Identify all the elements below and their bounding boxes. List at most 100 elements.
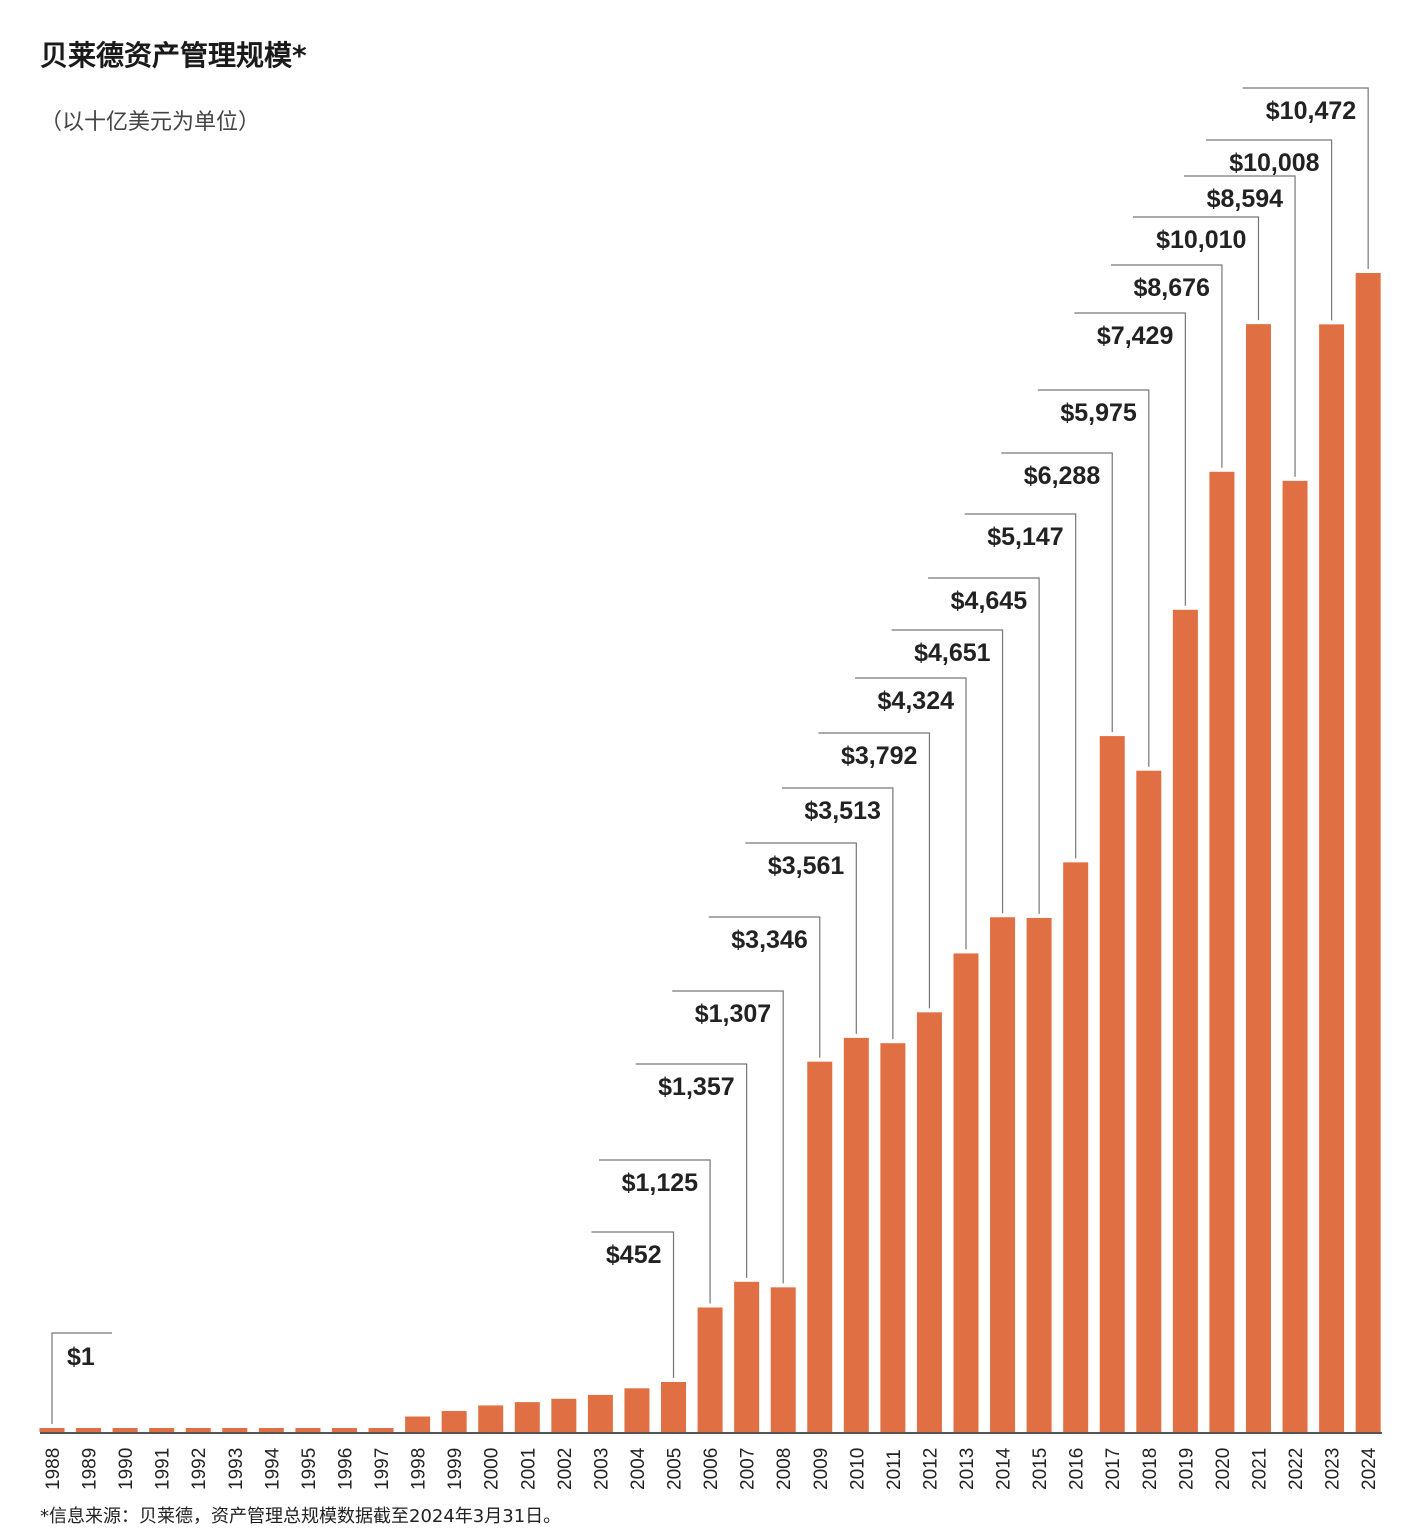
year-label-2016: 2016 [1067,1448,1088,1490]
bar-2006 [697,1307,723,1432]
footnote: *信息来源：贝莱德，资产管理总规模数据截至2024年3月31日。 [40,1506,562,1527]
year-label-2020: 2020 [1213,1448,1234,1490]
year-label-2022: 2022 [1286,1448,1307,1490]
data-label-2012: $3,792 [841,742,917,770]
bar-1988 [39,1428,65,1432]
year-label-2007: 2007 [738,1448,759,1490]
data-label-2014: $4,651 [914,639,991,667]
bar-1994 [258,1428,284,1432]
data-label-2008: $1,307 [695,1000,771,1028]
leader-line-2012 [818,732,931,1009]
leader-line-2005 [591,1231,675,1378]
year-label-2014: 2014 [994,1447,1015,1490]
bar-1989 [76,1428,102,1432]
data-label-2024: $10,472 [1266,97,1356,125]
leader-line-2021 [1132,216,1260,321]
leader-line-2008 [672,990,784,1284]
leader-line-2007 [635,1063,748,1278]
bar-2009 [807,1061,833,1432]
bar-2023 [1319,324,1345,1432]
year-label-2017: 2017 [1103,1448,1124,1490]
bar-2007 [734,1281,760,1432]
data-label-2023: $10,008 [1229,149,1319,177]
bar-2019 [1172,609,1198,1432]
leader-line-2023 [1206,139,1333,321]
leader-line-2010 [745,842,857,1034]
year-label-2019: 2019 [1176,1448,1197,1490]
data-label-2016: $5,147 [987,523,1063,551]
bar-2016 [1063,862,1089,1432]
year-label-2021: 2021 [1249,1448,1270,1490]
year-label-2012: 2012 [920,1448,941,1490]
leader-line-2006 [599,1159,711,1304]
bar-2001 [514,1402,540,1432]
data-label-2013: $4,324 [878,687,955,715]
year-label-2006: 2006 [701,1448,722,1490]
bar-2003 [587,1394,613,1432]
bar-1996 [331,1428,357,1432]
leader-line-2017 [1001,452,1113,733]
year-label-2002: 2002 [555,1448,576,1490]
year-label-2003: 2003 [591,1448,612,1490]
year-label-1992: 1992 [189,1448,210,1490]
year-label-2005: 2005 [665,1448,686,1490]
chart-subtitle: （以十亿美元为单位） [40,110,261,135]
year-label-2000: 2000 [482,1448,503,1490]
data-label-2022: $8,594 [1207,185,1284,213]
year-label-2009: 2009 [811,1448,832,1490]
data-label-2010: $3,561 [768,852,845,880]
leader-line-2013 [855,677,967,950]
bar-1993 [222,1428,248,1432]
bar-2013 [953,953,979,1432]
year-label-1997: 1997 [372,1448,393,1490]
bar-2002 [551,1398,577,1432]
year-label-2015: 2015 [1030,1448,1051,1490]
bar-2008 [770,1287,796,1432]
bar-2024 [1355,273,1381,1432]
data-label-2019: $7,429 [1097,322,1173,350]
data-label-2009: $3,346 [731,926,807,954]
year-label-2001: 2001 [518,1448,539,1490]
bar-1999 [441,1410,467,1432]
leader-line-2009 [708,916,821,1058]
bar-2014 [990,917,1016,1432]
leader-line-2018 [1037,389,1150,767]
year-label-2024: 2024 [1359,1447,1380,1490]
bar-2004 [624,1388,650,1432]
data-label-2020: $8,676 [1133,274,1209,302]
bar-1995 [295,1428,321,1432]
leader-line-2020 [1110,264,1223,468]
bar-2010 [843,1037,869,1432]
bar-2020 [1209,471,1235,1432]
chart-title: 贝莱德资产管理规模* [40,39,307,72]
bar-1991 [149,1428,175,1432]
bar-1990 [112,1428,138,1432]
year-label-2018: 2018 [1140,1448,1161,1490]
data-label-2005: $452 [606,1241,662,1269]
leader-line-2015 [928,577,1040,914]
leader-line-1988 [51,1332,112,1424]
leader-line-2014 [891,629,1004,914]
bar-2021 [1245,324,1271,1433]
data-label-2021: $10,010 [1156,226,1246,254]
bar-2005 [661,1381,687,1432]
year-label-1991: 1991 [153,1448,174,1490]
data-label-2011: $3,513 [804,797,880,825]
leader-line-2024 [1242,87,1369,269]
year-label-1998: 1998 [409,1448,430,1490]
bar-2022 [1282,480,1308,1432]
bar-2011 [880,1043,906,1432]
year-label-2023: 2023 [1323,1448,1344,1490]
data-label-2007: $1,357 [658,1073,734,1101]
year-label-1995: 1995 [299,1448,320,1490]
data-label-2017: $6,288 [1024,462,1101,490]
data-label-2018: $5,975 [1060,399,1137,427]
year-label-2011: 2011 [884,1449,905,1490]
leader-line-2011 [781,787,894,1040]
leader-line-2016 [964,513,1077,859]
bar-2015 [1026,917,1052,1432]
year-label-1994: 1994 [262,1447,283,1490]
year-label-1993: 1993 [226,1448,247,1490]
year-label-2010: 2010 [847,1448,868,1490]
